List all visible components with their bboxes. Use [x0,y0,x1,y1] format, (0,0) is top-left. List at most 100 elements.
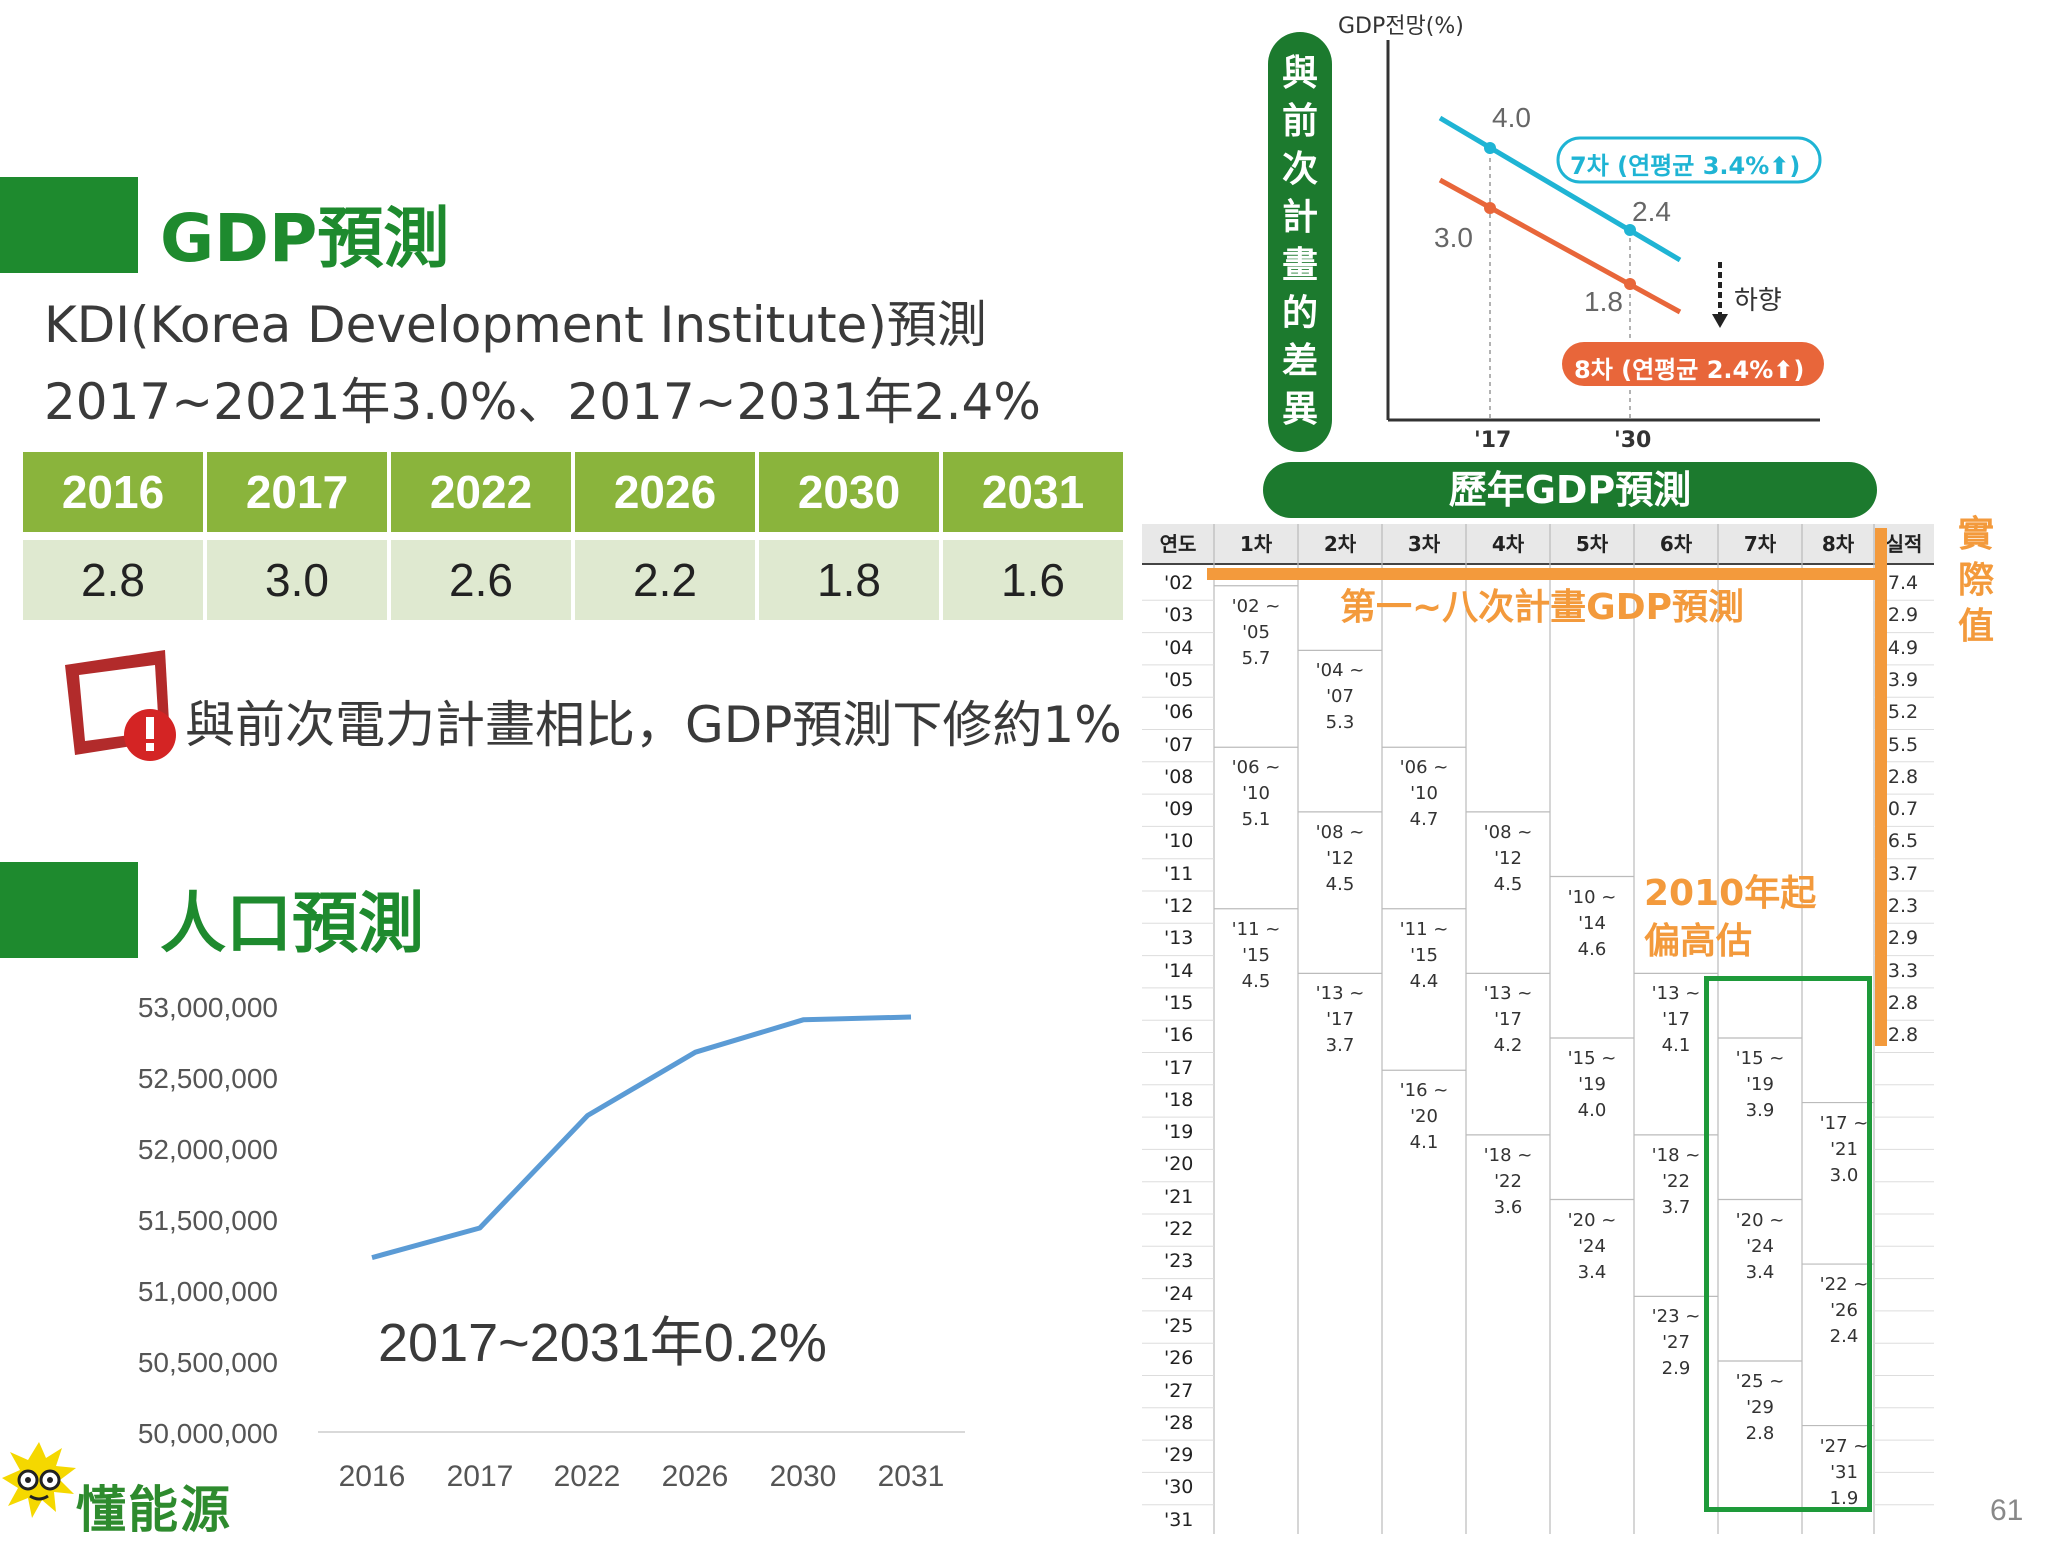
history-year-label: '30 [1164,1476,1193,1498]
plan-value: 3.4 [1551,1260,1633,1286]
plan-value: 4.4 [1383,969,1465,995]
gdp-outlook-chart [1340,0,1840,460]
history-year-label: '07 [1164,734,1193,756]
plan-range: '08 ~ '12 [1467,820,1549,872]
history-year-label: '17 [1164,1057,1193,1079]
plan-range: '10 ~ '14 [1551,885,1633,937]
x-tick-label: 2030 [753,1460,853,1494]
history-year-label: '18 [1164,1089,1193,1111]
label-8th-2017: 3.0 [1434,222,1473,254]
history-year-label: '10 [1164,830,1193,852]
history-banner: 歷年GDP預測 [1263,462,1877,518]
banner-char: 計 [1268,194,1332,242]
plan-range: '18 ~ '22 [1467,1143,1549,1195]
plan-range: '04 ~ '07 [1299,658,1381,710]
plan-value: 3.7 [1299,1033,1381,1059]
x-tick-label: 2026 [645,1460,745,1494]
history-year-label: '11 [1164,863,1193,885]
label-7th-2017: 4.0 [1492,102,1531,134]
header-plan-8: 8차 [1802,524,1874,564]
plan-range: '16 ~ '20 [1383,1078,1465,1130]
history-year-label: '23 [1164,1250,1193,1272]
history-year-label: '24 [1164,1283,1193,1305]
plan-value: 5.3 [1299,710,1381,736]
overestimate-label-line1: 2010年起 [1644,864,1816,916]
plan-value: 4.1 [1383,1130,1465,1156]
header-plan-6: 6차 [1634,524,1718,564]
history-year-label: '09 [1164,798,1193,820]
logo-text: 懂能源 [76,1470,232,1542]
x-tick-label: 2016 [322,1460,422,1494]
plan-value: 4.5 [1299,872,1381,898]
history-year-label: '20 [1164,1153,1193,1175]
plan-range: '13 ~ '17 [1299,981,1381,1033]
plan-value: 4.2 [1467,1033,1549,1059]
banner-char: 次 [1268,146,1332,194]
history-year-label: '08 [1164,766,1193,788]
history-year-label: '02 [1164,572,1193,594]
plan-value: 4.6 [1551,937,1633,963]
plan-value: 4.5 [1467,872,1549,898]
banner-char: 畫 [1268,242,1332,290]
history-year-label: '21 [1164,1186,1193,1208]
header-plan-3: 3차 [1382,524,1466,564]
plan-range: '08 ~ '12 [1299,820,1381,872]
history-year-label: '16 [1164,1024,1193,1046]
plan-range: '06 ~ '10 [1215,755,1297,807]
badge-8th-plan: 8차 (연평균 2.4%⬆) [1574,350,1804,385]
history-year-label: '25 [1164,1315,1193,1337]
label-7th-2030: 2.4 [1632,196,1671,228]
header-plan-7: 7차 [1718,524,1802,564]
x-tick-label: 2022 [537,1460,637,1494]
badge-7th-plan: 7차 (연평균 3.4%⬆) [1570,146,1800,181]
header-plan-2: 2차 [1298,524,1382,564]
plan-range: '11 ~ '15 [1383,917,1465,969]
plan-range: '20 ~ '24 [1551,1208,1633,1260]
banner-char: 差 [1268,338,1332,386]
x-tick-2017: '17 [1474,428,1511,453]
plan-value: 5.7 [1215,646,1297,672]
history-year-label: '22 [1164,1218,1193,1240]
history-year-label: '29 [1164,1444,1193,1466]
page-number: 61 [1990,1494,2023,1528]
plans-forecast-label: 第一~八次計畫GDP預測 [1340,578,1744,630]
banner-char: 與 [1268,50,1332,98]
header-plan-5: 5차 [1550,524,1634,564]
history-year-label: '03 [1164,604,1193,626]
downward-label: 하향 [1734,280,1782,317]
plan-value: 4.0 [1551,1098,1633,1124]
history-year-label: '14 [1164,960,1193,982]
population-series-line [372,1017,911,1258]
history-year-label: '19 [1164,1121,1193,1143]
plan-value: 4.5 [1215,969,1297,995]
history-year-label: '12 [1164,895,1193,917]
recent-plans-highlight-box [1704,976,1872,1512]
orange-actual-rule [1875,528,1887,1046]
banner-char: 異 [1268,386,1332,434]
plan-range: '15 ~ '19 [1551,1046,1633,1098]
header-plan-1: 1차 [1214,524,1298,564]
x-tick-2030: '30 [1614,428,1651,453]
history-year-label: '26 [1164,1347,1193,1369]
header-plan-4: 4차 [1466,524,1550,564]
plan-range: '11 ~ '15 [1215,917,1297,969]
history-year-label: '15 [1164,992,1193,1014]
mascot-logo-icon [0,1440,78,1520]
history-year-label: '31 [1164,1509,1193,1531]
overestimate-label-line2: 偏高估 [1644,912,1752,964]
plan-range: '06 ~ '10 [1383,755,1465,807]
